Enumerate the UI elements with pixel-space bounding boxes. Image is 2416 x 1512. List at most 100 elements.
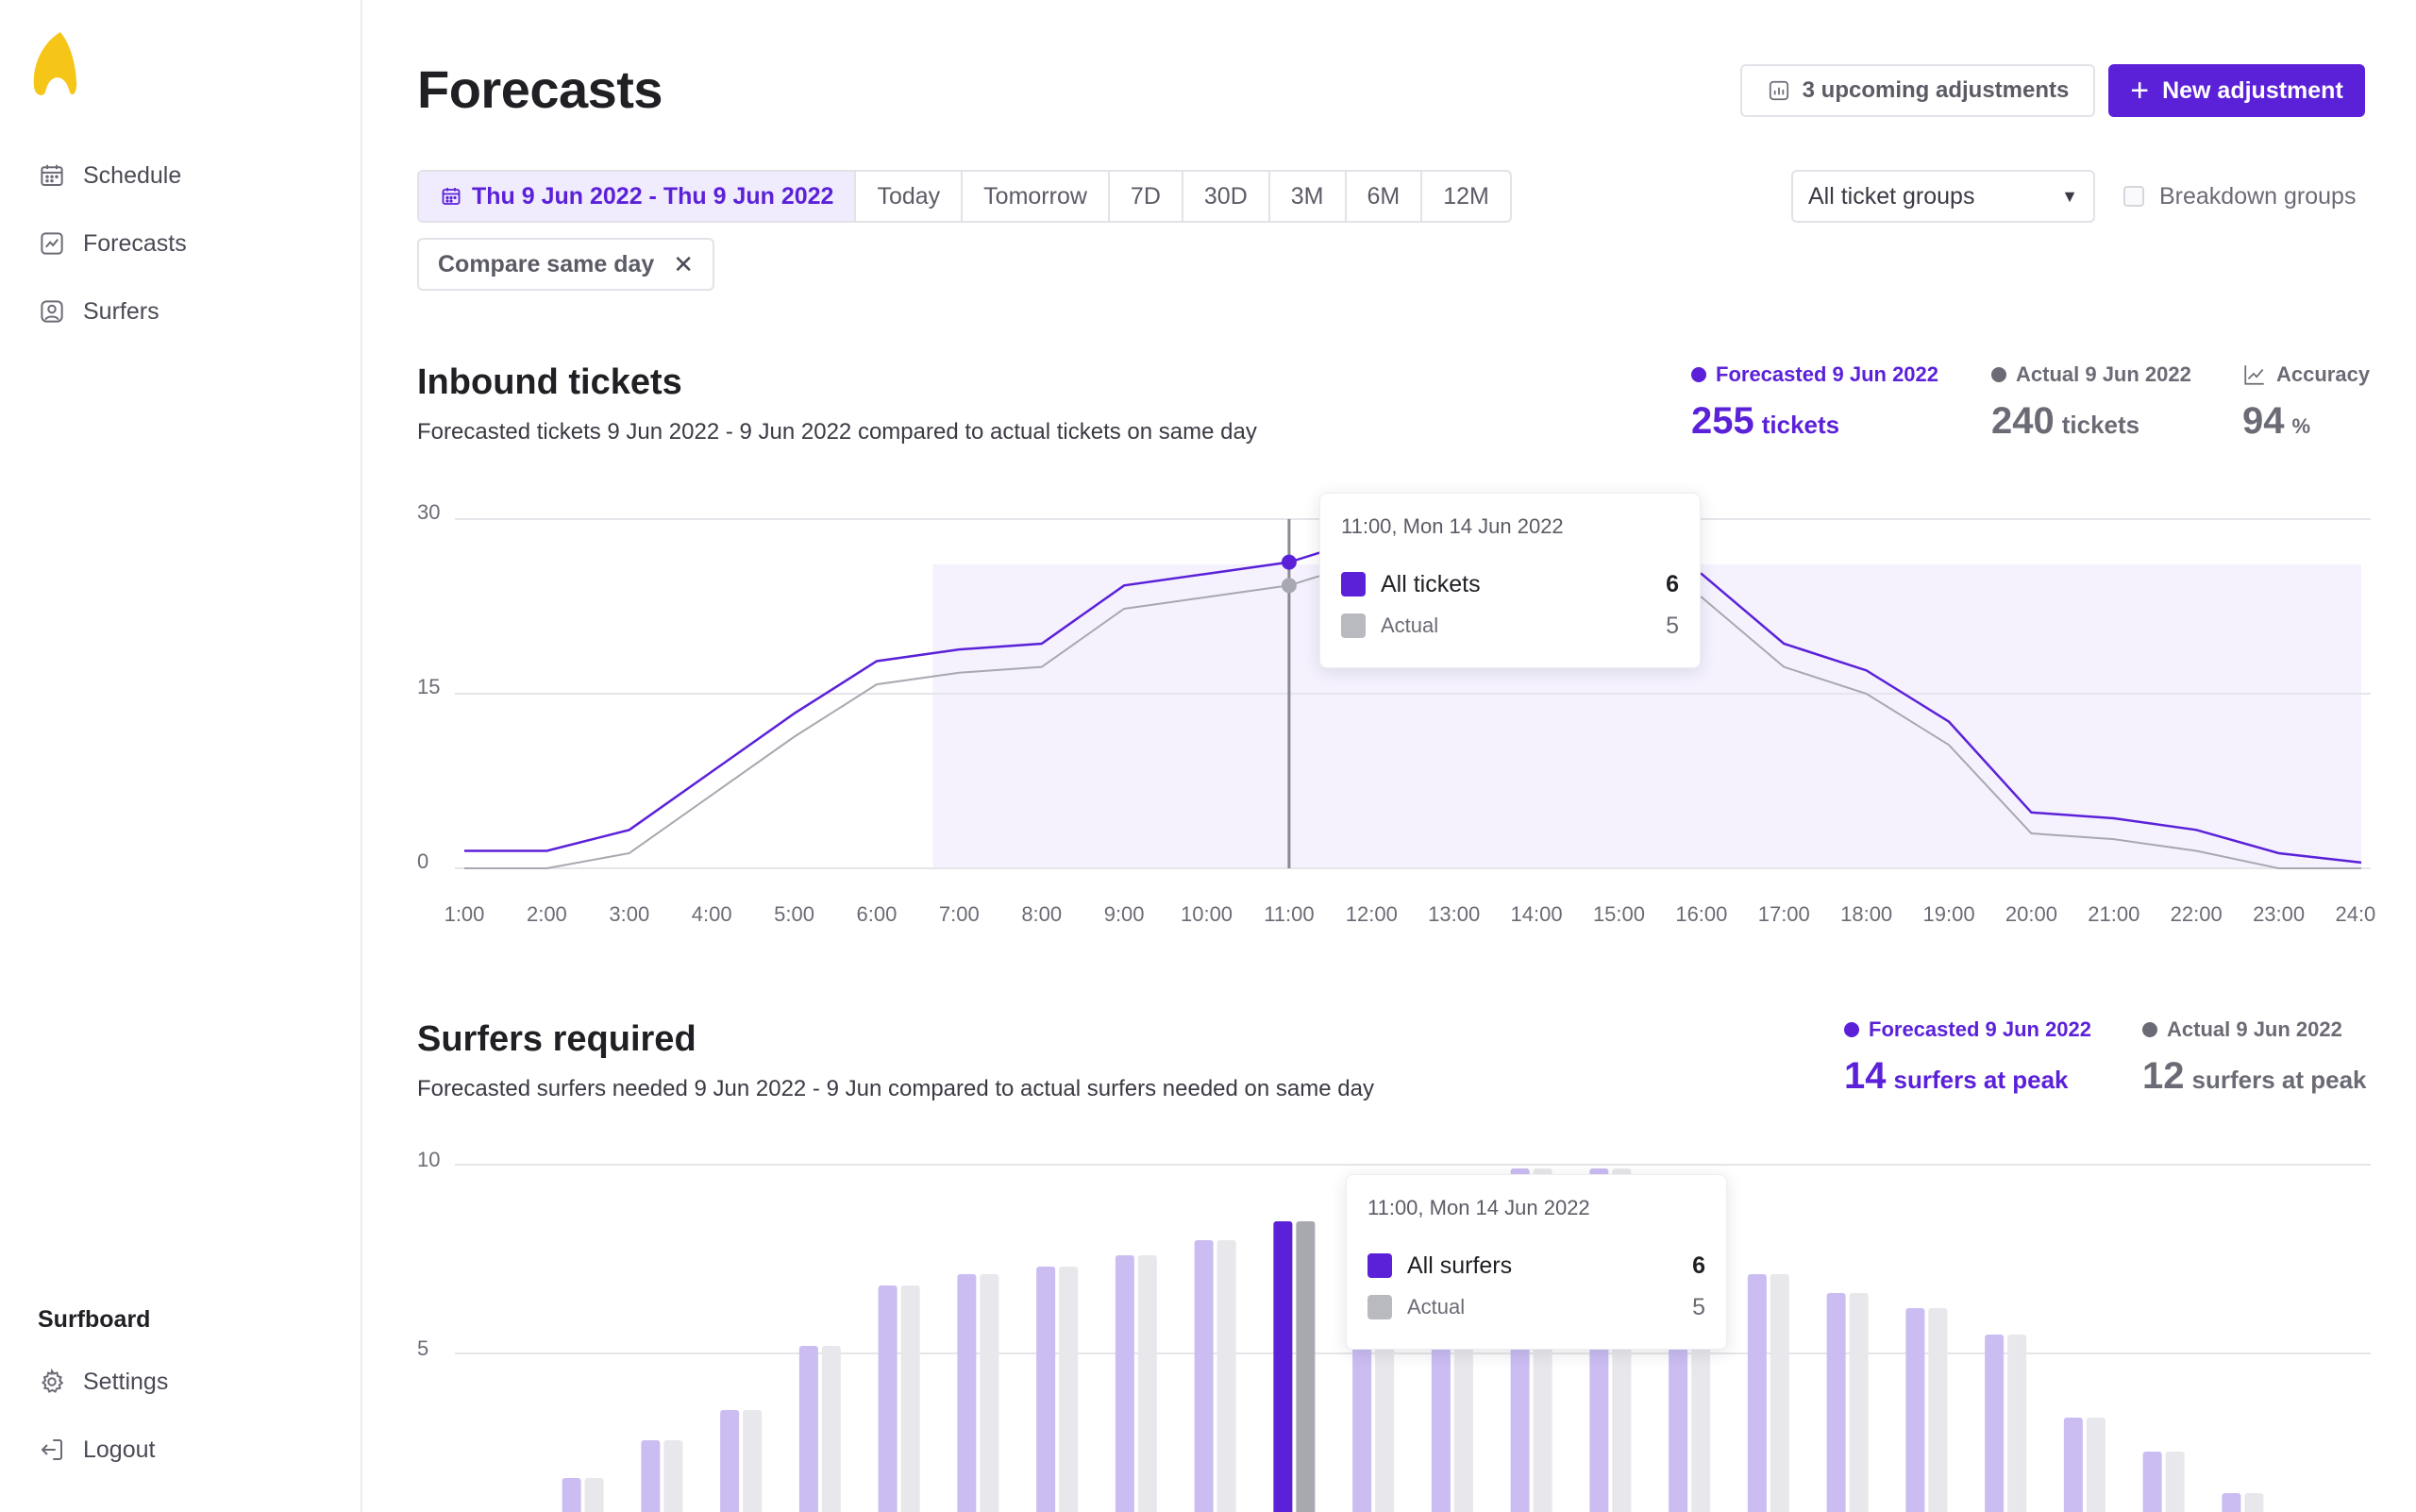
accuracy-chart-icon bbox=[2244, 365, 2264, 385]
forecast-unit: tickets bbox=[1761, 411, 1840, 439]
sidebar-item-label: Surfers bbox=[83, 297, 159, 325]
ticket-group-select[interactable]: All ticket groups ▼ bbox=[1791, 170, 2095, 223]
inbound-actual-stat: Actual 9 Jun 2022 240 tickets bbox=[1991, 362, 2191, 443]
tooltip-swatch bbox=[1341, 572, 1366, 596]
x-tick-label: 23:00 bbox=[2253, 902, 2305, 925]
actual-bar bbox=[980, 1274, 999, 1512]
forecast-bar bbox=[562, 1478, 581, 1512]
actual-bar bbox=[663, 1440, 683, 1512]
sidebar-item-label: Logout bbox=[83, 1436, 156, 1463]
actual-value: 12 bbox=[2142, 1055, 2185, 1097]
actual-bar bbox=[1849, 1293, 1869, 1512]
preset-tomorrow[interactable]: Tomorrow bbox=[963, 172, 1110, 221]
forecast-bar bbox=[1747, 1274, 1767, 1512]
breakdown-groups-checkbox[interactable] bbox=[2123, 186, 2144, 207]
sidebar-item-label: Schedule bbox=[83, 161, 182, 189]
actual-dot bbox=[2142, 1022, 2157, 1037]
sidebar-item-schedule[interactable]: Schedule bbox=[38, 142, 187, 210]
actual-bar bbox=[1296, 1221, 1316, 1512]
y-tick-label: 10 bbox=[417, 1148, 440, 1171]
forecast-bar bbox=[1194, 1240, 1214, 1512]
actual-bar bbox=[1059, 1267, 1079, 1512]
accuracy-label: Accuracy bbox=[2276, 362, 2371, 386]
new-adjustment-label: New adjustment bbox=[2162, 76, 2343, 104]
logout-icon bbox=[38, 1436, 66, 1464]
surfers-subtitle: Forecasted surfers needed 9 Jun 2022 - 9… bbox=[417, 1076, 1374, 1101]
x-tick-label: 15:00 bbox=[1593, 902, 1645, 925]
forecast-bar bbox=[1273, 1221, 1293, 1512]
tooltip-actual-label: Actual bbox=[1407, 1295, 1466, 1319]
y-tick-label: 0 bbox=[417, 849, 428, 873]
actual-unit: surfers at peak bbox=[2191, 1066, 2367, 1094]
x-tick-label: 3:00 bbox=[609, 902, 649, 925]
compare-label: Compare same day bbox=[438, 250, 655, 277]
actual-bar bbox=[821, 1346, 841, 1512]
forecast-label: Forecasted 9 Jun 2022 bbox=[1716, 362, 1939, 386]
adjustments-icon bbox=[1769, 80, 1788, 101]
preset-7d[interactable]: 7D bbox=[1110, 172, 1183, 221]
actual-bar bbox=[900, 1285, 920, 1512]
actual-bar bbox=[1770, 1274, 1789, 1512]
x-tick-label: 12:00 bbox=[1346, 902, 1398, 925]
compare-chip[interactable]: Compare same day ✕ bbox=[417, 238, 715, 291]
x-tick-label: 19:00 bbox=[1923, 902, 1975, 925]
sidebar-item-logout[interactable]: Logout bbox=[38, 1416, 168, 1484]
actual-bar bbox=[2165, 1452, 2185, 1512]
calendar-icon bbox=[442, 188, 461, 205]
date-range-picker[interactable]: Thu 9 Jun 2022 - Thu 9 Jun 2022 bbox=[419, 172, 857, 221]
gear-icon bbox=[38, 1368, 66, 1396]
sidebar-item-label: Forecasts bbox=[83, 229, 187, 257]
date-range-label: Thu 9 Jun 2022 - Thu 9 Jun 2022 bbox=[472, 182, 834, 210]
x-tick-label: 7:00 bbox=[939, 902, 980, 925]
x-tick-label: 21:00 bbox=[2088, 902, 2139, 925]
surfboard-logo-icon[interactable] bbox=[32, 30, 77, 100]
x-tick-label: 1:00 bbox=[445, 902, 485, 925]
surfers-title: Surfers required bbox=[417, 1019, 696, 1059]
x-tick-label: 8:00 bbox=[1021, 902, 1062, 925]
forecast-unit: surfers at peak bbox=[1893, 1066, 2069, 1094]
forecast-label: Forecasted 9 Jun 2022 bbox=[1869, 1017, 2092, 1041]
x-tick-label: 5:00 bbox=[774, 902, 814, 925]
upcoming-adjustments-button[interactable]: 3 upcoming adjustments bbox=[1740, 64, 2095, 117]
forecast-bar bbox=[798, 1346, 818, 1512]
y-tick-label: 30 bbox=[417, 500, 440, 524]
sidebar-item-surfers[interactable]: Surfers bbox=[38, 277, 187, 345]
preset-6m[interactable]: 6M bbox=[1347, 172, 1423, 221]
close-icon[interactable]: ✕ bbox=[673, 249, 695, 278]
forecast-bar bbox=[1036, 1267, 1056, 1512]
x-tick-label: 14:00 bbox=[1511, 902, 1563, 925]
actual-dot bbox=[1991, 367, 2006, 382]
forecast-bar bbox=[878, 1285, 898, 1512]
forecast-bar bbox=[2142, 1452, 2162, 1512]
sidebar-item-settings[interactable]: Settings bbox=[38, 1348, 168, 1416]
actual-point bbox=[1281, 578, 1297, 594]
tooltip-actual-label: Actual bbox=[1381, 613, 1439, 637]
preset-30d[interactable]: 30D bbox=[1183, 172, 1270, 221]
actual-value: 240 bbox=[1991, 400, 2055, 442]
x-tick-label: 22:00 bbox=[2171, 902, 2223, 925]
tooltip-series-label: All tickets bbox=[1381, 570, 1481, 597]
forecast-dot bbox=[1691, 367, 1706, 382]
x-tick-label: 11:00 bbox=[1264, 902, 1314, 925]
preset-12m[interactable]: 12M bbox=[1443, 182, 1489, 210]
preset-3m[interactable]: 3M bbox=[1270, 172, 1347, 221]
accuracy-unit: % bbox=[2291, 414, 2311, 438]
x-tick-label: 24:00 bbox=[2335, 902, 2376, 925]
actual-label: Actual 9 Jun 2022 bbox=[2016, 362, 2191, 386]
preset-today[interactable]: Today bbox=[856, 172, 964, 221]
actual-bar bbox=[2244, 1493, 2264, 1512]
new-adjustment-button[interactable]: + New adjustment bbox=[2108, 64, 2365, 117]
forecast-bar bbox=[957, 1274, 977, 1512]
chevron-down-icon: ▼ bbox=[2061, 186, 2078, 206]
forecast-bar bbox=[1985, 1335, 2005, 1512]
tooltip-series-value: 6 bbox=[1692, 1252, 1705, 1279]
tooltip-actual-value: 5 bbox=[1692, 1293, 1705, 1320]
forecast-value: 14 bbox=[1844, 1055, 1887, 1097]
tooltip-swatch bbox=[1341, 613, 1366, 638]
y-tick-label: 15 bbox=[417, 675, 440, 698]
sidebar-item-forecasts[interactable]: Forecasts bbox=[38, 210, 187, 277]
inbound-forecast-stat: Forecasted 9 Jun 2022 255 tickets bbox=[1691, 362, 1938, 443]
actual-bar bbox=[2007, 1335, 2027, 1512]
breakdown-groups-toggle[interactable]: Breakdown groups bbox=[2123, 170, 2356, 223]
x-tick-label: 6:00 bbox=[857, 902, 898, 925]
